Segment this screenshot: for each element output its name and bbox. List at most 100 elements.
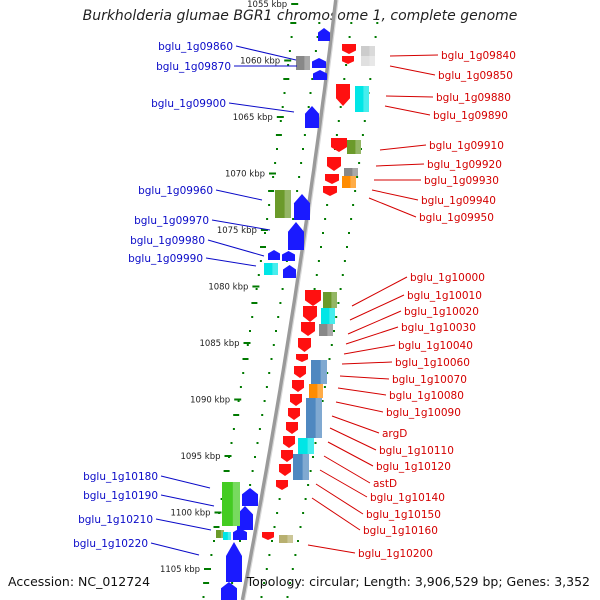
forward-gene-arrow [237,506,253,530]
cog-box-shade [363,86,369,112]
right-connector [351,276,408,307]
tick-mark [294,554,297,556]
left-gene-label: bglu_1g09990 [128,253,203,265]
tick-mark [307,484,310,486]
tick-mark [300,162,303,164]
tick-mark [242,372,245,374]
right-connector [341,361,393,365]
tick-mark [337,120,340,122]
kbp-label: 1085 kbp [199,339,239,349]
kbp-scale-labels: 1055 kbp 1060 kbp 1065 kbp 1070 kbp 1075 kbp… [160,0,299,575]
left-gene-label: bglu_1g09980 [130,235,205,247]
forward-gene-arrow [318,28,330,41]
right-connector [311,497,361,531]
tick-mark [350,218,353,220]
tick-mark [302,512,305,514]
right-gene-label: bglu_1g09920 [427,159,502,171]
tick-mark [213,526,220,528]
tick-mark [314,50,317,52]
right-connector [385,95,434,98]
left-gene-label: bglu_1g10210 [78,514,153,526]
right-gene-label: bglu_1g10010 [407,290,482,302]
cog-box [293,454,309,480]
tick-mark [289,582,292,584]
tick-mark [287,64,290,66]
right-gene-label: bglu_1g09940 [421,195,496,207]
tick-mark [304,498,307,500]
kbp-tick [224,455,232,457]
right-connector [375,163,425,167]
right-connector [384,105,431,116]
kbp-label: 1105 kbp [160,565,200,575]
right-connector [329,427,377,451]
tick-mark [210,554,213,556]
left-connector [205,257,257,267]
tick-mark [255,288,258,290]
tick-mark [279,302,282,304]
right-connector [389,54,439,57]
reverse-gene-arrow [342,44,356,54]
reverse-gene-arrow [325,174,339,184]
tick-mark [346,246,348,248]
right-connector [307,544,356,554]
tick-mark [302,148,304,150]
cog-box [309,384,323,398]
tick-mark [348,232,350,234]
right-connector [319,469,368,498]
tick-mark [239,540,241,542]
tick-mark [266,218,269,220]
tick-mark [268,204,271,206]
tick-mark [312,456,314,458]
tick-mark [260,246,266,248]
reverse-gene-arrow [336,84,350,106]
right-gene-label: bglu_1g10120 [376,461,451,473]
cog-box-shade [355,140,361,154]
cog-box-shade [331,292,337,308]
cog-box-shade [329,308,335,324]
cog-box-shade [350,176,356,188]
cog-box-shade [369,56,375,66]
tick-mark [363,120,366,122]
cog-box-shade [287,535,293,543]
forward-gene-arrow [226,542,242,582]
cog-box-shade [369,46,375,60]
tick-mark [299,526,302,528]
tick-mark [273,526,276,528]
left-connector [228,102,295,113]
right-gene-label: bglu_1g10090 [386,407,461,419]
right-gene-label: bglu_1g09950 [419,212,494,224]
cog-box [342,176,356,188]
tick-mark [274,162,277,164]
reverse-gene-arrow [276,480,288,490]
forward-gene-arrow [221,582,237,600]
left-gene-label: bglu_1g10220 [73,538,148,550]
right-connector [337,387,387,396]
forward-gene-arrow [312,58,326,68]
tick-mark [326,372,329,374]
tick-mark [333,330,335,332]
reverse-gene-arrow [301,322,315,336]
tick-mark [335,316,338,318]
right-connector [331,415,380,434]
map-title: Burkholderia glumae BGR1 chromosome 1, c… [82,8,518,24]
tick-mark [233,414,240,416]
kbp-label: 1095 kbp [180,452,220,462]
reverse-gene-arrow [298,338,311,352]
tick-mark [335,134,338,136]
cog-box-shade [317,384,323,398]
forward-gene-arrow [268,250,280,260]
tick-mark [348,36,351,38]
right-connector [335,401,384,413]
tick-mark [356,176,359,178]
reverse-gene-arrow [303,306,317,322]
kbp-tick [234,398,242,401]
tick-mark [283,92,286,94]
tick-mark [239,386,242,388]
reverse-gene-arrow [323,186,337,196]
cog-box [311,360,327,384]
cog-box-shade [232,482,240,526]
kbp-tick [243,342,251,344]
right-gene-label: astD [373,478,397,490]
tick-mark [237,400,240,402]
right-connector [389,65,436,76]
